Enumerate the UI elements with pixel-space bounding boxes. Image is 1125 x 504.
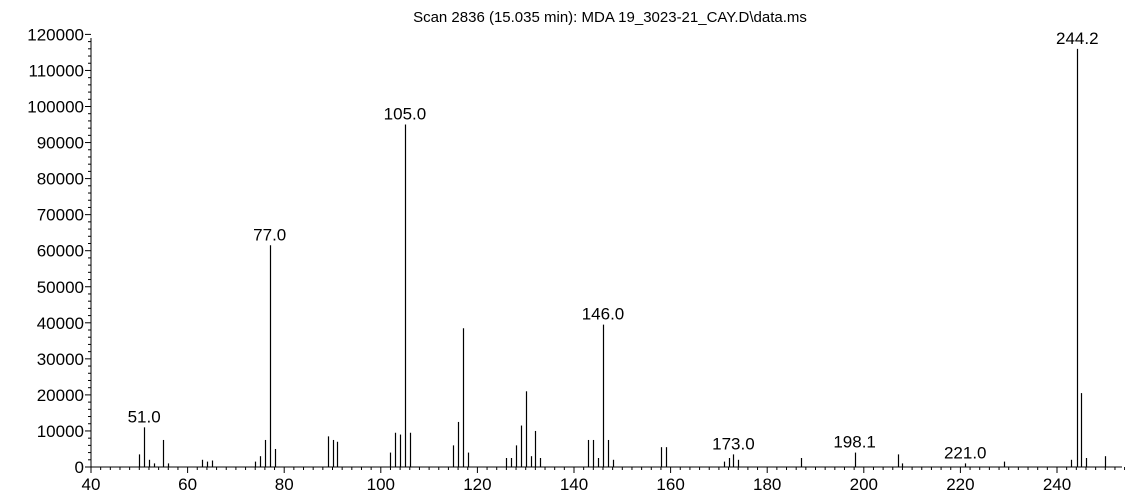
y-tick-label: 50000 [37, 278, 84, 297]
x-tick-label: 160 [656, 475, 684, 494]
y-tick-label: 20000 [37, 386, 84, 405]
x-tick-label: 60 [178, 475, 197, 494]
x-tick-label: 120 [463, 475, 491, 494]
x-tick-label: 200 [850, 475, 878, 494]
peak-label: 198.1 [833, 433, 876, 452]
peak-label: 173.0 [712, 434, 755, 453]
y-tick-label: 110000 [29, 61, 84, 80]
y-tick-label: 70000 [37, 206, 84, 225]
peak-label: 51.0 [128, 407, 161, 426]
x-tick-label: 240 [1043, 475, 1071, 494]
y-tick-label: 40000 [37, 314, 84, 333]
y-tick-label: 120000 [27, 25, 84, 44]
x-tick-label: 140 [560, 475, 588, 494]
y-tick-label: 100000 [27, 98, 84, 117]
peak-labels: 51.077.0105.0146.0173.0198.1221.0244.228… [128, 29, 1099, 463]
x-tick-label: 180 [753, 475, 781, 494]
y-tick-label: 90000 [37, 134, 84, 153]
y-tick-label: 0 [75, 458, 84, 477]
y-tick-label: 30000 [37, 350, 84, 369]
x-tick-label: 80 [275, 475, 294, 494]
peak-label: 221.0 [944, 443, 987, 462]
peak-label: 105.0 [384, 105, 427, 124]
peaks [138, 48, 1107, 467]
chart-title: Scan 2836 (15.035 min): MDA 19_3023-21_C… [413, 9, 807, 26]
x-tick-label: 220 [946, 475, 974, 494]
peak-label: 146.0 [582, 305, 625, 324]
peak-label: 244.2 [1056, 29, 1099, 48]
peak-label: 77.0 [253, 225, 286, 244]
y-tick-label: 60000 [37, 242, 84, 261]
x-tick-label: 100 [367, 475, 395, 494]
x-tick-label: 40 [82, 475, 101, 494]
axes: 0 10000 20000 30000 40000 50000 60000 70000 8000… [27, 25, 1125, 494]
y-tick-label: 10000 [37, 422, 84, 441]
y-tick-label: 80000 [37, 170, 84, 189]
